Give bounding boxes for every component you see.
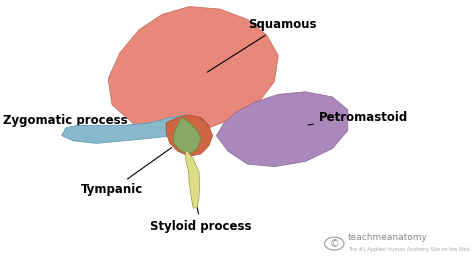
Text: Zygomatic process: Zygomatic process (3, 114, 128, 135)
Text: teachmeanatomy: teachmeanatomy (348, 233, 428, 242)
Text: The #1 Applied Human Anatomy Site on the Web: The #1 Applied Human Anatomy Site on the… (348, 247, 469, 252)
Polygon shape (62, 115, 197, 143)
Polygon shape (174, 118, 201, 154)
Polygon shape (185, 151, 200, 208)
Text: Styloid process: Styloid process (150, 190, 252, 233)
Polygon shape (217, 92, 348, 167)
Text: ©: © (329, 239, 339, 248)
Polygon shape (108, 7, 278, 133)
Text: Tympanic: Tympanic (81, 148, 172, 196)
Text: Squamous: Squamous (207, 18, 316, 72)
Text: Petromastoid: Petromastoid (308, 111, 408, 125)
Polygon shape (166, 115, 212, 156)
